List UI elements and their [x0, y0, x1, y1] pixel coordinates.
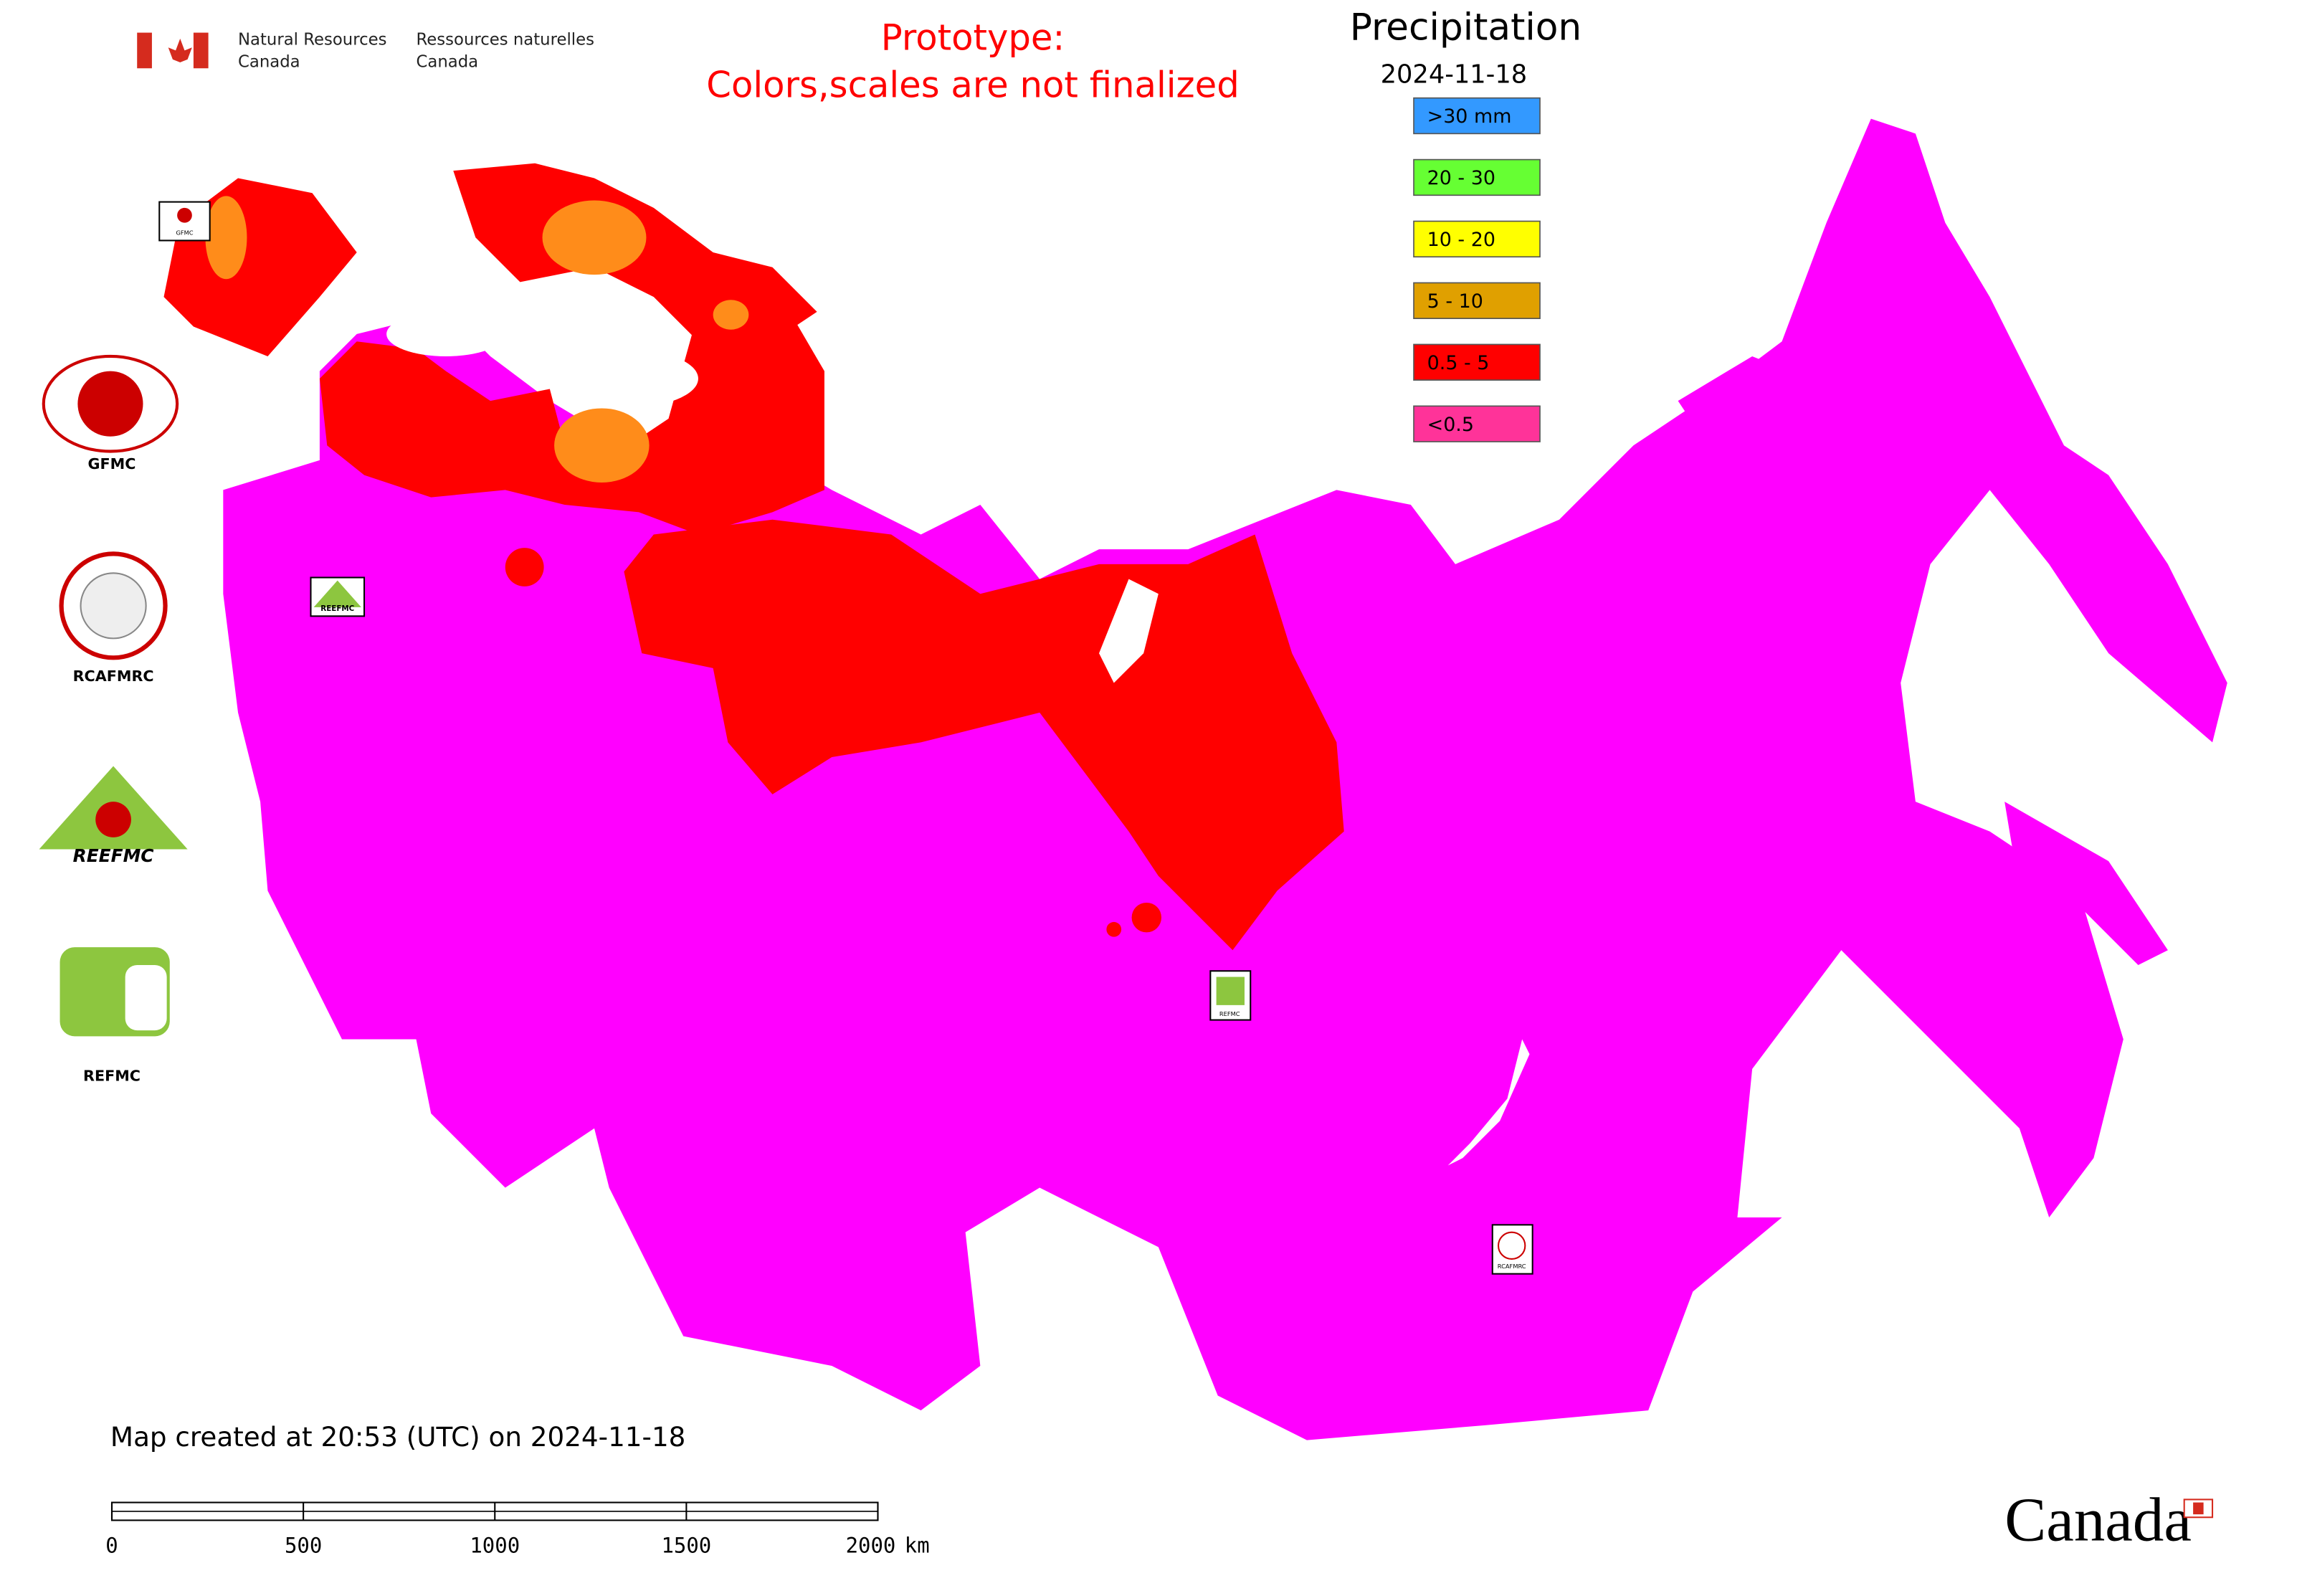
marker-icon	[177, 207, 192, 223]
agency-fr: Canada	[417, 52, 479, 71]
scale-tick-label: 2000	[846, 1534, 896, 1558]
maple-leaf	[168, 38, 192, 62]
logo-emblem	[77, 371, 143, 437]
legend-swatch	[1413, 343, 1541, 381]
legend-label: 10 - 20	[1427, 229, 1495, 251]
scale-tick-label: 0	[105, 1534, 118, 1558]
land-low-precip	[1678, 356, 1827, 446]
agency-en: Natural Resources	[238, 30, 386, 49]
logo-emblem	[95, 802, 131, 837]
legend-title: Precipitation	[1350, 6, 1582, 49]
prototype-notice: Colors,scales are not finalized	[706, 65, 1239, 106]
region-precip-5-10	[554, 408, 650, 483]
legend-label: <0.5	[1427, 414, 1474, 436]
legend-swatch	[1413, 97, 1541, 135]
scale-bar: 0 500 1000 1500 2000 km	[105, 1501, 930, 1558]
logo-label: REFMC	[83, 1067, 141, 1084]
marker: REEFMC	[310, 576, 366, 617]
legend-swatch	[1413, 158, 1541, 196]
scale-unit: km	[905, 1534, 930, 1558]
marker-label: RCAFMRC	[1498, 1263, 1526, 1270]
region-precip-5-10	[542, 200, 647, 275]
wordmark-flag-leaf	[2193, 1502, 2204, 1515]
legend: >30 mm 20 - 30 10 - 20 5 - 10 0.5 - 5 <0.5	[1413, 97, 1541, 442]
logo-gfmc: GFMC	[42, 354, 179, 472]
legend-swatch	[1413, 282, 1541, 319]
region-precip-0-5	[624, 519, 1344, 951]
flag-bar	[193, 32, 209, 69]
region-precip-5-10	[713, 300, 749, 330]
water	[1447, 1039, 1530, 1166]
logo-label: GFMC	[88, 455, 136, 472]
flag-bar	[137, 32, 152, 69]
scale-tick-label: 1000	[470, 1534, 520, 1558]
legend-swatch	[1413, 405, 1541, 442]
agency-fr: Ressources naturelles	[417, 30, 594, 49]
marker-icon	[313, 580, 361, 607]
legend-date: 2024-11-18	[1381, 60, 1528, 90]
water	[386, 311, 505, 356]
logo-refmc: REFMC	[60, 947, 170, 1084]
region-precip-5-10	[205, 196, 247, 280]
region-precip-0-5	[1106, 921, 1122, 937]
legend-label: 5 - 10	[1427, 290, 1483, 313]
logo-emblem	[80, 572, 147, 640]
legend-label: 0.5 - 5	[1427, 352, 1490, 374]
region-precip-0-5	[319, 282, 824, 535]
marker-icon	[1498, 1231, 1526, 1260]
scale-tick-label: 1500	[661, 1534, 711, 1558]
scale-tick-label: 500	[285, 1534, 322, 1558]
water	[1099, 579, 1159, 683]
canada-flag	[137, 32, 209, 69]
marker-label: REEFMC	[320, 604, 354, 613]
legend-label: >30 mm	[1427, 105, 1512, 128]
marker: REFMC	[1209, 970, 1252, 1021]
logo-label: REEFMC	[73, 845, 154, 866]
marker: RCAFMRC	[1491, 1224, 1533, 1275]
marker: GFMC	[158, 201, 211, 242]
legend-swatch	[1413, 220, 1541, 258]
created-note: Map created at 20:53 (UTC) on 2024-11-18	[110, 1421, 685, 1453]
logo-rcafmrc: RCAFMRC	[59, 551, 168, 685]
canada-wordmark: Canada	[2004, 1486, 2192, 1554]
logo-inner	[125, 964, 167, 1031]
region-precip-0-5	[1131, 902, 1161, 933]
legend-label: 20 - 30	[1427, 167, 1495, 189]
marker-icon	[1216, 977, 1245, 1005]
logo-label: RCAFMRC	[73, 668, 154, 685]
water	[549, 348, 698, 409]
marker-label: GFMC	[176, 229, 193, 237]
marker-label: REFMC	[1219, 1010, 1240, 1017]
logo-reefmc: REEFMC	[39, 766, 188, 866]
agency-en: Canada	[238, 52, 300, 71]
prototype-notice: Prototype:	[881, 16, 1065, 58]
region-precip-0-5	[505, 548, 544, 586]
land-low-precip	[2004, 802, 2168, 965]
